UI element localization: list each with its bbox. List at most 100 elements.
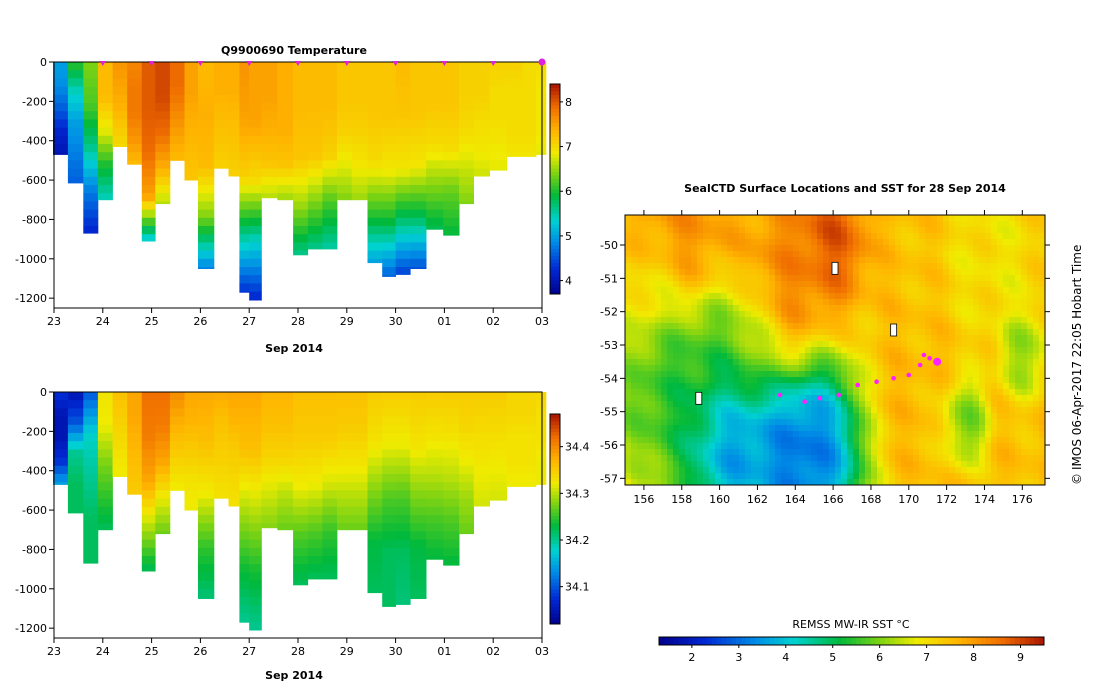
section-cell — [53, 111, 69, 120]
section-cell — [293, 94, 309, 104]
sst-cell — [793, 347, 800, 354]
sst-cell — [745, 347, 752, 354]
section-cell — [83, 457, 99, 467]
sst-cell — [787, 299, 794, 306]
section-cell — [410, 168, 427, 178]
section-cell — [307, 474, 323, 483]
section-cell — [83, 556, 99, 564]
sst-cell — [937, 479, 944, 486]
sst-cell — [745, 377, 752, 384]
sst-colorbar-label: REMSS MW-IR SST °C — [792, 618, 910, 631]
sst-cell — [829, 461, 836, 468]
sst-cell — [907, 323, 914, 330]
sst-cell — [901, 323, 908, 330]
sst-cell — [1039, 419, 1046, 426]
section-cell — [489, 490, 507, 499]
sst-cell — [739, 287, 746, 294]
sst-cell — [877, 455, 884, 462]
section-cell — [410, 226, 427, 235]
sst-cell — [661, 257, 668, 264]
sst-cell — [925, 359, 932, 366]
sst-cell — [847, 287, 854, 294]
section-cell — [351, 160, 368, 169]
sst-cell — [949, 473, 956, 480]
sst-cell — [973, 215, 980, 222]
section-cell — [127, 152, 143, 161]
section-cell — [239, 424, 250, 434]
section-cell — [277, 474, 294, 483]
section-cell — [459, 119, 474, 128]
sst-cell — [901, 419, 908, 426]
section-cell — [249, 392, 262, 401]
sst-cell — [709, 275, 716, 282]
sst-cell — [955, 419, 962, 426]
sst-cell — [667, 395, 674, 402]
section-cell — [506, 70, 523, 79]
sst-cell — [697, 341, 704, 348]
sst-cell — [889, 281, 896, 288]
section-cell — [213, 144, 229, 153]
colorbar-tick-label: 8 — [970, 651, 977, 664]
sst-cell — [709, 251, 716, 258]
sst-cell — [733, 455, 740, 462]
sst-cell — [1009, 269, 1016, 276]
sst-cell — [799, 263, 806, 270]
section-cell — [112, 70, 128, 79]
sst-cell — [817, 245, 824, 252]
sst-cell — [775, 239, 782, 246]
section-cell — [459, 127, 474, 137]
section-cell — [83, 449, 99, 458]
section-cell — [410, 441, 427, 450]
colorbar-segment — [550, 613, 560, 618]
section-cell — [443, 474, 460, 483]
sst-cell — [763, 251, 770, 258]
sst-cell — [979, 269, 986, 276]
sst-cell — [847, 329, 854, 336]
sst-cell — [871, 251, 878, 258]
sst-cell — [811, 317, 818, 324]
section-cell — [395, 70, 411, 79]
sst-cell — [997, 299, 1004, 306]
section-cell — [489, 168, 507, 171]
sst-cell — [817, 329, 824, 336]
sst-cell — [649, 407, 656, 414]
sst-cell — [913, 245, 920, 252]
section-cell — [169, 152, 185, 161]
sst-cell — [967, 425, 974, 432]
sst-cell — [835, 353, 842, 360]
section-cell — [53, 86, 69, 96]
section-cell — [367, 226, 383, 235]
sst-cell — [985, 317, 992, 324]
sst-cell — [691, 359, 698, 366]
sst-cell — [751, 479, 758, 486]
section-cell — [410, 103, 427, 112]
section-cell — [83, 103, 99, 112]
section-cell — [141, 160, 156, 169]
section-cell — [198, 465, 215, 475]
sst-cell — [709, 413, 716, 420]
sst-cell — [979, 383, 986, 390]
sst-cell — [709, 281, 716, 288]
sst-cell — [739, 431, 746, 438]
sst-cell — [931, 383, 938, 390]
sst-cell — [793, 401, 800, 408]
colorbar-segment — [550, 463, 560, 467]
section-cell — [53, 144, 69, 153]
sst-cell — [811, 419, 818, 426]
section-cell — [395, 217, 411, 227]
sst-cell — [877, 293, 884, 300]
sst-cell — [847, 383, 854, 390]
section-cell — [506, 457, 523, 467]
section-cell — [307, 201, 323, 210]
sst-cell — [685, 239, 692, 246]
sst-cell — [847, 425, 854, 432]
colorbar-segment — [774, 637, 780, 645]
sst-cell — [823, 371, 830, 378]
lat-tick-label: -54 — [600, 372, 618, 385]
sst-cell — [859, 227, 866, 234]
sst-cell — [709, 347, 716, 354]
sst-cell — [631, 305, 638, 312]
sst-cell — [829, 359, 836, 366]
sst-cell — [979, 263, 986, 270]
sst-cell — [835, 293, 842, 300]
